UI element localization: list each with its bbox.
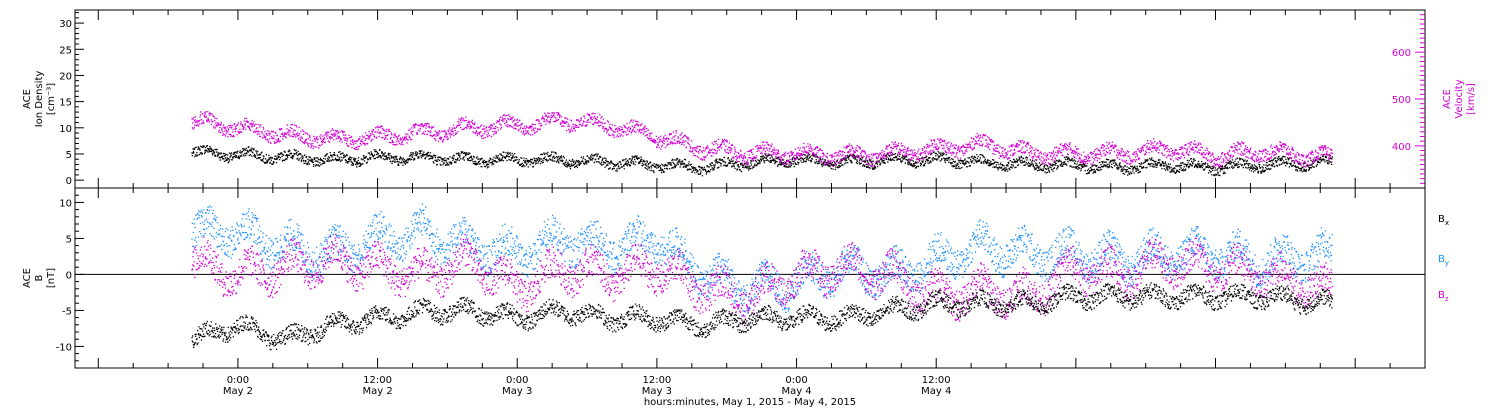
- x-tick-label-date: May 3: [502, 386, 532, 397]
- top-ylabel-right-line3: [km/s]: [1466, 83, 1477, 115]
- bx-points: [191, 282, 1333, 351]
- top-ytick-label-left: 20: [59, 71, 72, 82]
- bottom-ytick-label: 5: [66, 234, 72, 245]
- legend-bx: Bx: [1438, 214, 1449, 227]
- x-tick-label-date: May 3: [642, 386, 672, 397]
- top-ytick-label-right: 600: [1392, 48, 1411, 59]
- bottom-ylabel-line2: B: [34, 274, 45, 281]
- legend-bz: Bz: [1438, 290, 1449, 303]
- x-tick-label-time: 12:00: [642, 375, 671, 386]
- bottom-ytick-label: 10: [59, 198, 72, 209]
- legend: Bx By Bz: [1438, 214, 1449, 303]
- legend-by: By: [1438, 254, 1449, 267]
- top-ytick-label-left: 0: [66, 176, 72, 187]
- top-ytick-label-left: 25: [59, 45, 72, 56]
- top-ylabel-right-line1: ACE: [1442, 89, 1453, 109]
- top-ylabel-line3: [cm⁻³]: [46, 83, 57, 115]
- top-ytick-label-left: 15: [59, 98, 72, 109]
- x-tick-label-time: 0:00: [785, 375, 807, 386]
- by-points: [191, 203, 1333, 316]
- bottom-ytick-label: 0: [66, 270, 72, 281]
- legend-bx-sub: x: [1445, 219, 1449, 227]
- x-tick-label-time: 12:00: [363, 375, 392, 386]
- legend-by-sub: y: [1445, 259, 1449, 267]
- velocity-points: [191, 111, 1333, 168]
- top-ytick-label-left: 10: [59, 124, 72, 135]
- legend-bz-sub: z: [1445, 295, 1449, 303]
- x-tick-label-date: May 2: [223, 386, 253, 397]
- x-tick-label-time: 12:00: [922, 375, 951, 386]
- bottom-ylabel-line1: ACE: [22, 268, 33, 288]
- x-tick-label-time: 0:00: [506, 375, 528, 386]
- top-ytick-label-right: 400: [1392, 142, 1411, 153]
- x-tick-label-date: May 2: [362, 386, 392, 397]
- top-ylabel-right-line2: Velocity: [1454, 79, 1465, 118]
- top-ytick-label-left: 5: [66, 150, 72, 161]
- bottom-panel-frame: [74, 187, 1426, 369]
- x-tick-label-time: 0:00: [227, 375, 249, 386]
- top-ylabel-line2: Ion Density: [34, 71, 45, 128]
- x-tick-label-date: May 4: [921, 386, 951, 397]
- x-tick-label-date: May 4: [781, 386, 811, 397]
- top-ylabel-line1: ACE: [22, 89, 33, 109]
- bottom-ytick-label: -5: [62, 306, 72, 317]
- top-ytick-label-right: 500: [1392, 95, 1411, 106]
- density-points: [191, 145, 1333, 177]
- bottom-ylabel-line3: [nT]: [46, 268, 57, 288]
- x-axis-title: hours:minutes, May 1, 2015 - May 4, 2015: [644, 397, 856, 408]
- bottom-ytick-label: -10: [56, 342, 72, 353]
- top-ytick-label-left: 30: [59, 19, 72, 30]
